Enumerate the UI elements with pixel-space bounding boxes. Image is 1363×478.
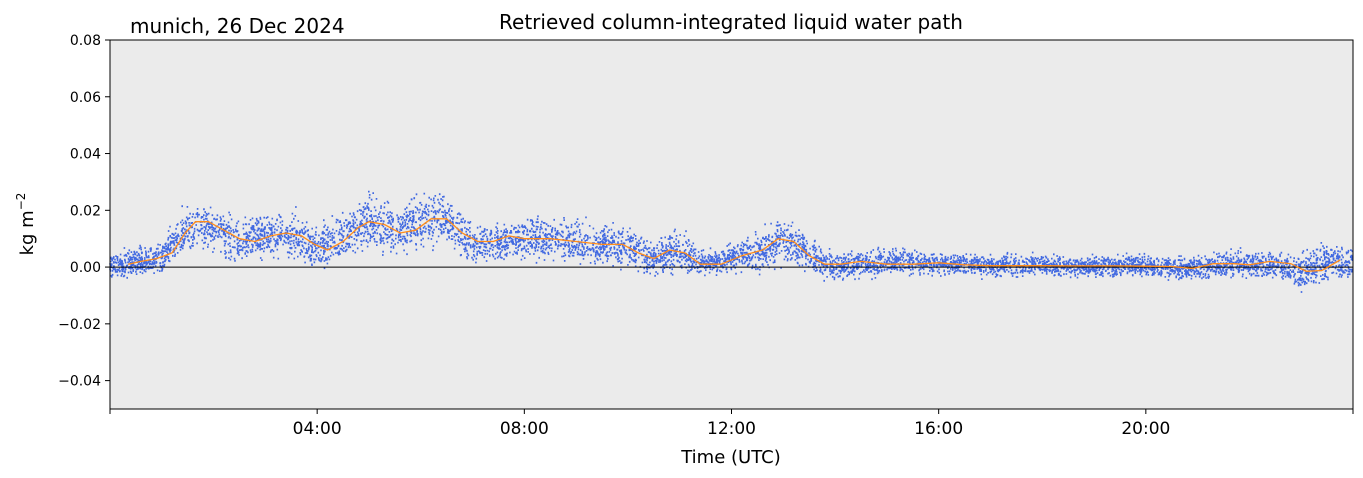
y-tick-label: 0.04 (70, 147, 101, 163)
y-axis-label-unit: kg m (17, 210, 38, 255)
x-tick-label: 12:00 (707, 419, 756, 439)
y-axis-label-exponent: −2 (14, 193, 28, 211)
y-tick-label: 0.08 (70, 33, 101, 49)
y-axis-ticks: −0.04 −0.02 0.00 0.02 0.04 0.06 0.08 (58, 33, 110, 390)
location-date-label: munich, 26 Dec 2024 (130, 14, 345, 38)
y-tick-label: −0.02 (58, 317, 101, 333)
x-axis-ticks: 04:00 08:00 12:00 16:00 20:00 (109, 409, 1354, 439)
x-tick-label: 04:00 (293, 419, 342, 439)
y-tick-label: 0.00 (70, 260, 101, 276)
y-tick-label: 0.02 (70, 203, 101, 219)
x-tick-label: 16:00 (914, 419, 963, 439)
y-axis-label: kg m−2 (14, 193, 38, 256)
x-tick-label: 08:00 (500, 419, 549, 439)
y-tick-label: 0.06 (70, 90, 101, 106)
x-tick-label: 20:00 (1121, 419, 1170, 439)
plot-area-background (110, 40, 1353, 409)
y-axis-label-group: kg m−2 (14, 193, 38, 256)
x-axis-label: Time (UTC) (680, 447, 781, 468)
chart-title: Retrieved column-integrated liquid water… (499, 10, 963, 34)
y-tick-label: −0.04 (58, 374, 101, 390)
running-mean-line (127, 218, 1341, 272)
